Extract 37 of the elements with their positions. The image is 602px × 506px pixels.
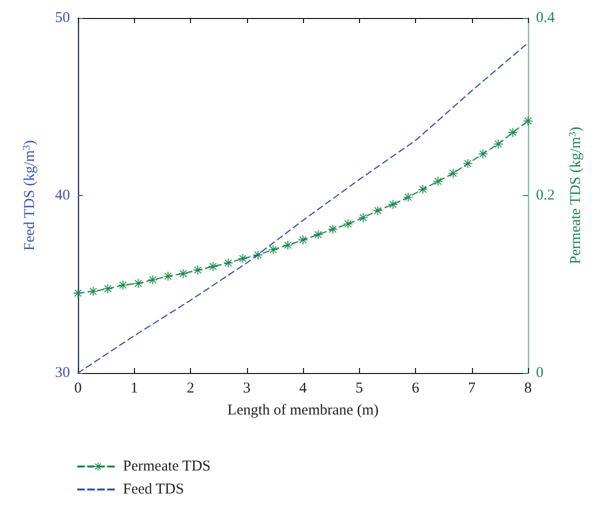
legend-label: Permeate TDS [123,458,211,474]
point [283,240,292,250]
y2-axis-title: Permeate TDS (kg/m3) [568,126,584,264]
y-tick-label: 30 [55,365,70,381]
point [74,288,82,298]
point [524,116,532,126]
x-tick-label: 8 [524,380,532,396]
point [328,224,338,234]
x-tick-label: 5 [356,380,363,396]
point [148,275,158,284]
point [448,168,458,178]
point [134,278,143,288]
point [88,286,98,296]
point [103,284,112,294]
point [418,184,428,194]
point [404,192,413,202]
x-tick-label: 2 [186,380,194,396]
x-tick-label: 7 [468,380,476,396]
x-axis-title: Length of membrane (m) [227,402,379,418]
x-tick-label: 3 [243,380,250,396]
point [358,213,368,222]
point [268,245,278,254]
point [178,269,188,278]
y-axis-title: Feed TDS (kg/m3) [22,140,38,251]
x-tick-label: 6 [412,380,420,396]
y2-tick-label: 0 [536,365,544,381]
legend-label: Feed TDS [123,482,184,498]
y2-tick-label: 0.4 [536,10,556,26]
y-tick-label: 50 [55,10,70,26]
point [373,206,382,216]
x-tick-label: 4 [299,380,308,396]
x-tick-label: 1 [130,380,138,396]
x-tick-label: 0 [74,380,82,396]
y2-tick-label: 0.2 [536,188,555,204]
point [208,262,218,271]
point [344,219,352,228]
y-tick-label: 40 [55,188,70,204]
